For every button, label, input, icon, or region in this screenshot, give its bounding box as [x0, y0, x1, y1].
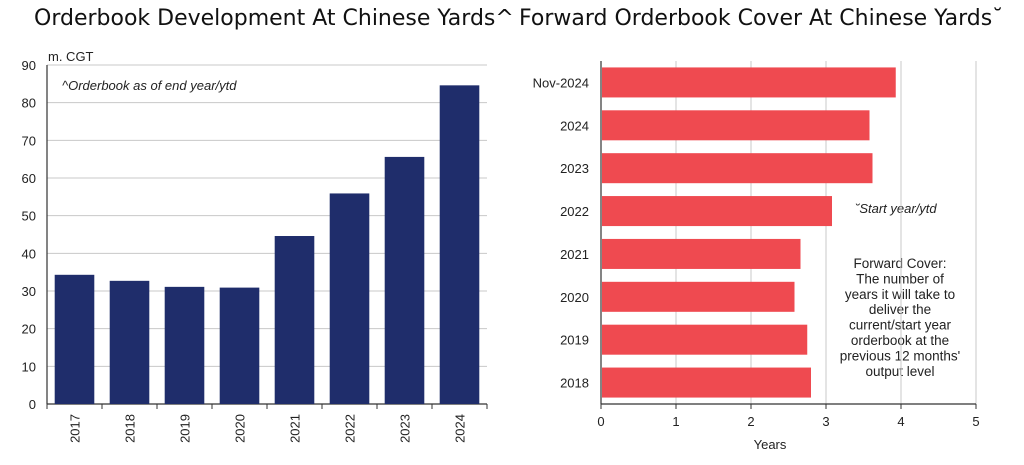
right-y-tick-label: 2020: [560, 290, 589, 305]
right-x-tick-label: 2: [747, 414, 754, 429]
right-y-tick-label: 2023: [560, 161, 589, 176]
right-y-tick-label: 2022: [560, 204, 589, 219]
left-bar-2020: [219, 287, 260, 404]
left-bar-2018: [109, 280, 150, 404]
left-bar-2021: [274, 236, 315, 404]
annotation-line: previous 12 months': [840, 348, 960, 363]
left-chart: m. CGT ^Orderbook as of end year/ytd 0 10…: [22, 49, 488, 443]
right-chart-title: Forward Orderbook Cover At Chinese Yards…: [519, 6, 1004, 31]
left-x-tick-label: 2022: [343, 414, 358, 443]
left-y-tick-label: 70: [22, 133, 36, 148]
left-y-tick-label: 80: [22, 96, 36, 111]
left-unit-label: m. CGT: [48, 49, 94, 64]
right-bar-2024: [602, 110, 870, 141]
right-y-tick-label: 2021: [560, 247, 589, 262]
right-x-tick-label: 0: [597, 414, 604, 429]
right-bar-2023: [602, 153, 873, 184]
right-y-tick-label: 2019: [560, 333, 589, 348]
right-bar-2018: [602, 367, 811, 398]
left-x-tick-label: 2020: [233, 414, 248, 443]
right-bar-Nov-2024: [602, 67, 896, 98]
right-bar-2020: [602, 281, 795, 312]
left-y-tick-label: 40: [22, 246, 36, 261]
right-x-tick-label: 1: [672, 414, 679, 429]
left-y-tick-label: 20: [22, 322, 36, 337]
right-x-tick-label: 5: [972, 414, 979, 429]
annotation-line: The number of: [856, 271, 944, 286]
left-y-tick-label: 10: [22, 359, 36, 374]
left-x-tick-label: 2017: [68, 414, 83, 443]
right-bar-2022: [602, 196, 832, 227]
left-bar-2024: [439, 85, 480, 404]
annotation-line: deliver the: [869, 302, 931, 317]
left-y-tick-label: 60: [22, 171, 36, 186]
left-y-tick-label: 50: [22, 209, 36, 224]
left-chart-title: Orderbook Development At Chinese Yards^: [34, 6, 514, 31]
annotation-background: [836, 254, 964, 381]
note-background: [852, 199, 941, 218]
left-bar-2023: [384, 156, 425, 404]
right-x-tick-label: 4: [897, 414, 904, 429]
left-x-tick-label: 2023: [398, 414, 413, 443]
annotation-line: years it will take to: [845, 287, 955, 302]
left-x-tick-label: 2021: [288, 414, 303, 443]
right-note: ˘Start year/ytd: [855, 201, 937, 216]
left-x-tick-label: 2019: [178, 414, 193, 443]
right-chart: Years ˘Start year/ytd Forward Cover:The …: [533, 61, 980, 452]
left-x-tick-label: 2018: [123, 414, 138, 443]
left-y-tick-label: 90: [22, 58, 36, 73]
right-y-tick-label: 2024: [560, 118, 589, 133]
right-x-axis-label: Years: [754, 437, 787, 452]
right-y-tick-label: Nov-2024: [533, 75, 589, 90]
left-bar-2019: [164, 286, 205, 404]
left-bar-2017: [54, 274, 95, 404]
annotation-line: Forward Cover:: [853, 256, 946, 271]
left-y-tick-label: 30: [22, 284, 36, 299]
right-x-tick-label: 3: [822, 414, 829, 429]
annotation-line: current/start year: [849, 318, 952, 333]
right-bar-2019: [602, 324, 808, 355]
left-bar-2022: [329, 193, 370, 404]
right-y-tick-label: 2018: [560, 376, 589, 391]
left-x-tick-label: 2024: [453, 414, 468, 443]
annotation-line: orderbook at the: [851, 333, 949, 348]
left-y-tick-label: 0: [29, 397, 36, 412]
left-note: ^Orderbook as of end year/ytd: [62, 78, 237, 93]
right-bar-2021: [602, 238, 801, 269]
annotation-line: output level: [865, 364, 934, 379]
